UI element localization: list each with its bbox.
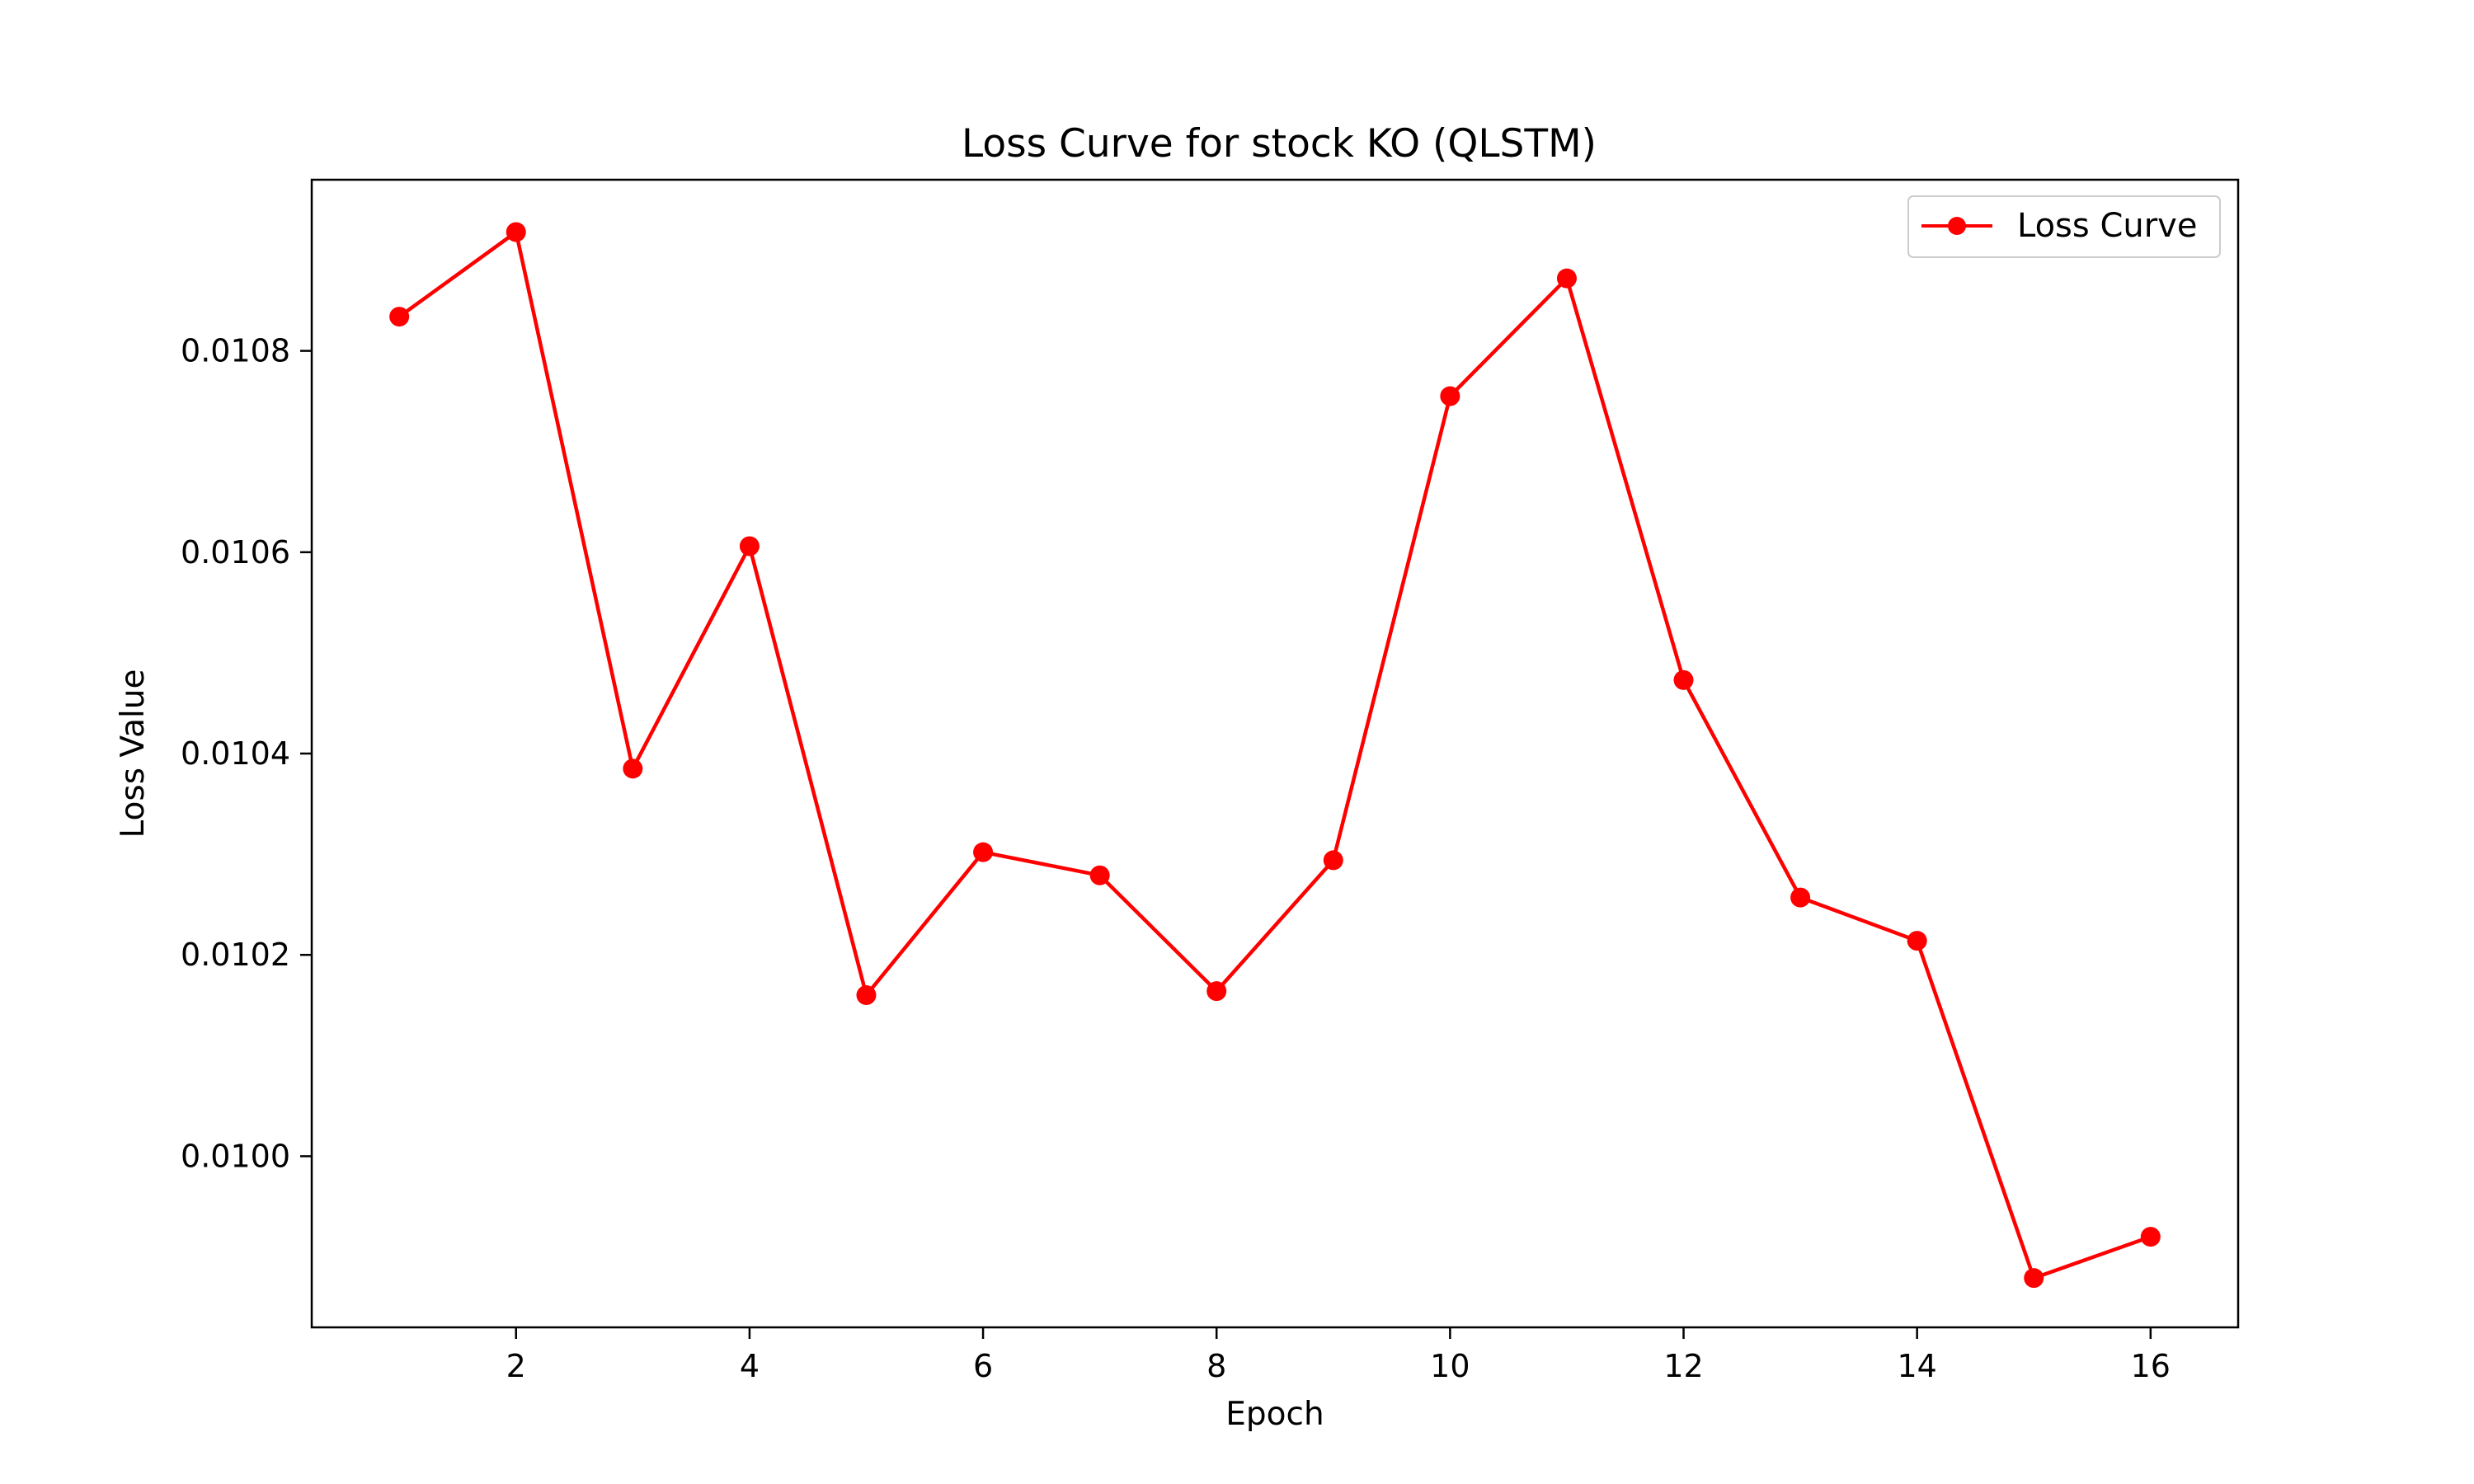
x-tick-label: 14 [1897, 1348, 1936, 1384]
data-point-epoch-4 [739, 536, 760, 556]
y-tick-label: 0.0104 [181, 735, 290, 772]
y-tick-label: 0.0100 [181, 1138, 290, 1174]
x-tick-label: 2 [506, 1348, 526, 1384]
x-tick-label: 12 [1663, 1348, 1703, 1384]
x-tick-label: 4 [740, 1348, 760, 1384]
legend: Loss Curve [1907, 195, 2221, 258]
data-point-epoch-7 [1089, 865, 1110, 885]
x-axis-label: Epoch [1225, 1396, 1324, 1433]
legend-entry-loss-curve: Loss Curve [2017, 207, 2197, 245]
x-tick-label: 16 [2131, 1348, 2171, 1384]
data-point-epoch-2 [506, 222, 526, 242]
data-point-epoch-16 [2140, 1227, 2161, 1247]
data-point-epoch-11 [1556, 268, 1577, 289]
data-point-epoch-3 [623, 758, 643, 779]
data-point-epoch-8 [1206, 981, 1227, 1002]
data-point-epoch-13 [1790, 887, 1811, 908]
y-axis: 0.0100 0.0102 0.0104 0.0106 0.0108 [181, 333, 312, 1174]
y-tick-label: 0.0102 [181, 937, 290, 973]
y-axis-label: Loss Value [115, 669, 152, 838]
y-tick-label: 0.0108 [181, 333, 290, 369]
legend-marker-sample [1948, 217, 1966, 235]
y-tick-label: 0.0106 [181, 534, 290, 571]
data-point-epoch-14 [1907, 931, 1927, 951]
plot-area [389, 222, 2161, 1289]
data-point-epoch-5 [856, 985, 877, 1006]
data-point-epoch-1 [389, 307, 410, 327]
data-point-epoch-9 [1323, 850, 1343, 871]
legend-box [1907, 195, 2221, 258]
x-tick-label: 6 [973, 1348, 993, 1384]
chart-title: Loss Curve for stock KO (QLSTM) [962, 121, 1597, 167]
x-tick-label: 8 [1206, 1348, 1226, 1384]
x-tick-label: 10 [1430, 1348, 1470, 1384]
series-line-loss-curve [397, 230, 2152, 1280]
data-point-epoch-10 [1440, 386, 1460, 406]
data-point-epoch-15 [2024, 1268, 2044, 1289]
x-axis: 2 4 6 8 10 12 14 16 [506, 1327, 2171, 1384]
data-point-epoch-6 [973, 842, 994, 862]
data-point-epoch-12 [1673, 669, 1694, 690]
